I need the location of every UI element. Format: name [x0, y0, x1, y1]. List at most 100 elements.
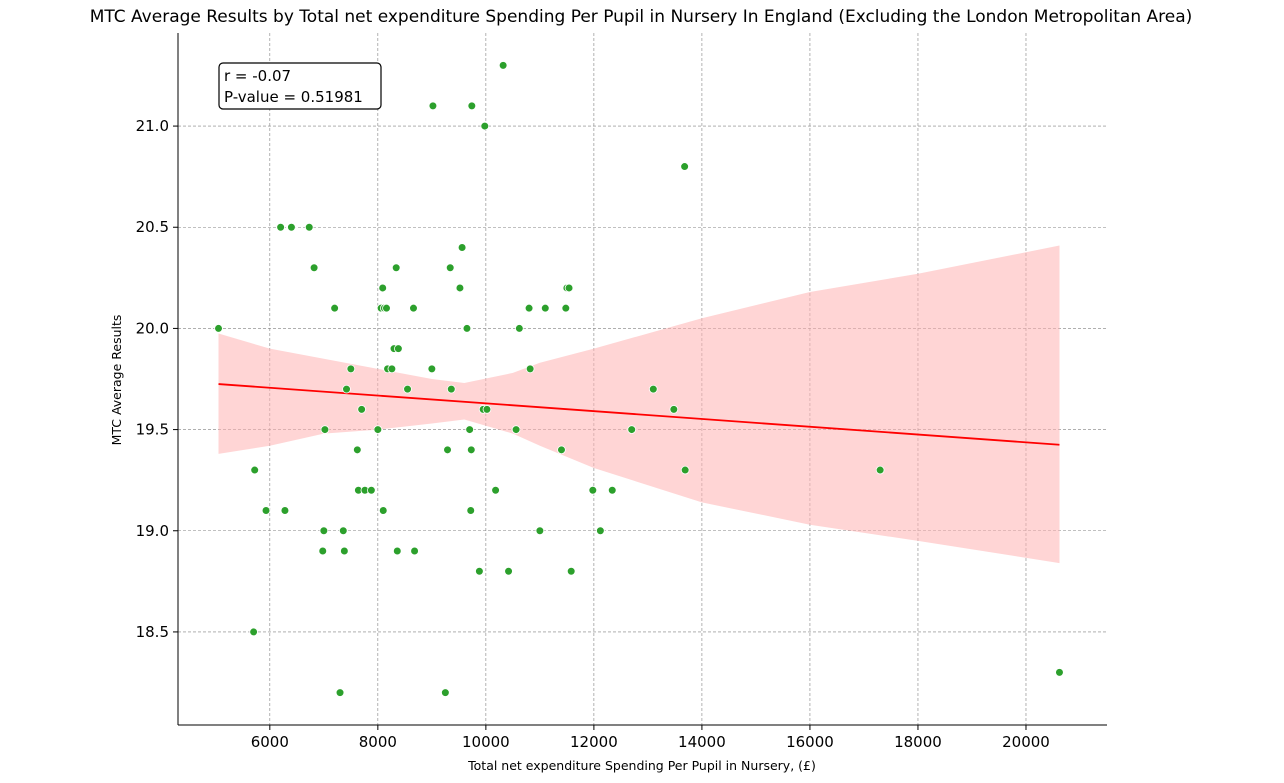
data-point	[320, 425, 330, 434]
data-point	[249, 627, 258, 637]
data-point	[540, 303, 550, 313]
data-point	[338, 526, 348, 536]
axes	[177, 33, 1107, 726]
data-point	[680, 162, 689, 171]
x-tick-label: 16000	[786, 733, 834, 751]
data-point	[535, 526, 545, 536]
data-point	[466, 445, 476, 455]
data-point	[564, 283, 574, 293]
data-point	[491, 485, 500, 495]
confidence-band	[218, 245, 1060, 564]
data-point	[394, 344, 403, 353]
data-point	[441, 688, 450, 697]
annotation-box	[218, 62, 382, 110]
data-point	[557, 445, 566, 455]
data-point	[391, 263, 401, 273]
data-point	[588, 485, 598, 495]
y-tick-label: 21.0	[136, 117, 169, 135]
data-point	[427, 364, 437, 374]
data-point	[309, 263, 319, 273]
y-tick-label: 19.0	[136, 522, 169, 540]
data-point	[480, 121, 490, 131]
data-point	[445, 263, 455, 273]
data-point	[561, 303, 571, 313]
data-point	[443, 445, 452, 455]
x-axis-ticks: 6000 8000 10000 12000 14000 16000 18000 20000	[251, 725, 1050, 751]
data-point	[378, 506, 388, 515]
x-tick-label: 10000	[462, 733, 510, 751]
data-point	[511, 425, 521, 434]
data-point	[482, 405, 492, 414]
data-point	[607, 485, 617, 495]
x-tick-label: 20000	[1002, 733, 1050, 751]
annotation-p-value: P-value = 0.51981	[224, 88, 363, 106]
x-tick-label: 6000	[251, 733, 289, 751]
data-point	[357, 405, 366, 414]
y-tick-label: 19.5	[136, 421, 169, 439]
data-point	[446, 384, 456, 394]
data-point	[410, 546, 419, 556]
data-point	[346, 364, 356, 374]
data-point	[875, 465, 885, 475]
data-point	[498, 61, 508, 70]
data-point	[387, 364, 397, 374]
x-tick-label: 14000	[678, 733, 726, 751]
chart-title: MTC Average Results by Total net expendi…	[90, 7, 1193, 27]
data-point	[504, 566, 513, 576]
x-tick-label: 18000	[894, 733, 942, 751]
data-point	[428, 101, 438, 111]
x-tick-label: 8000	[359, 733, 397, 751]
data-point	[462, 324, 472, 333]
data-point	[378, 283, 388, 293]
data-point	[455, 283, 465, 293]
data-point	[342, 384, 351, 394]
data-point	[318, 546, 328, 556]
data-point	[373, 425, 383, 434]
data-point	[627, 425, 636, 434]
y-tick-label: 20.0	[136, 319, 169, 337]
data-point	[1055, 668, 1064, 677]
data-point	[287, 222, 296, 232]
data-point	[335, 688, 345, 697]
x-axis-label: Total net expenditure Spending Per Pupil…	[467, 758, 816, 773]
data-point	[465, 425, 474, 434]
data-point	[649, 384, 658, 394]
correlation-annotation: r = -0.07 P-value = 0.51981	[218, 62, 382, 110]
data-point	[475, 566, 484, 576]
data-point	[353, 445, 362, 455]
data-point	[319, 526, 329, 536]
data-points	[214, 61, 1064, 697]
data-point	[596, 526, 605, 536]
data-point	[330, 303, 339, 313]
x-tick-label: 12000	[570, 733, 618, 751]
data-point	[367, 485, 376, 495]
data-point	[457, 243, 467, 252]
data-point	[566, 566, 576, 576]
data-point	[392, 546, 402, 556]
confidence-band-layer	[218, 245, 1060, 564]
data-point	[680, 465, 690, 475]
data-point	[669, 405, 679, 414]
data-point	[340, 546, 349, 556]
data-point	[304, 222, 314, 232]
data-point	[409, 303, 418, 313]
y-tick-label: 18.5	[136, 623, 169, 641]
data-point	[515, 324, 524, 333]
data-point	[466, 506, 476, 515]
y-axis-label: MTC Average Results	[109, 315, 124, 446]
y-axis-ticks: 18.5 19.0 19.5 20.0 20.5 21.0	[136, 117, 178, 641]
data-point	[467, 101, 477, 111]
data-point	[261, 506, 271, 515]
data-point	[214, 324, 223, 333]
annotation-r-value: r = -0.07	[224, 67, 291, 85]
regression-line	[218, 383, 1060, 446]
data-point	[524, 303, 534, 313]
data-point	[403, 384, 412, 394]
regression-line-layer	[218, 383, 1060, 446]
data-point	[276, 222, 285, 232]
data-point	[250, 465, 259, 475]
data-point	[382, 303, 391, 313]
data-point	[280, 506, 290, 515]
y-tick-label: 20.5	[136, 218, 169, 236]
